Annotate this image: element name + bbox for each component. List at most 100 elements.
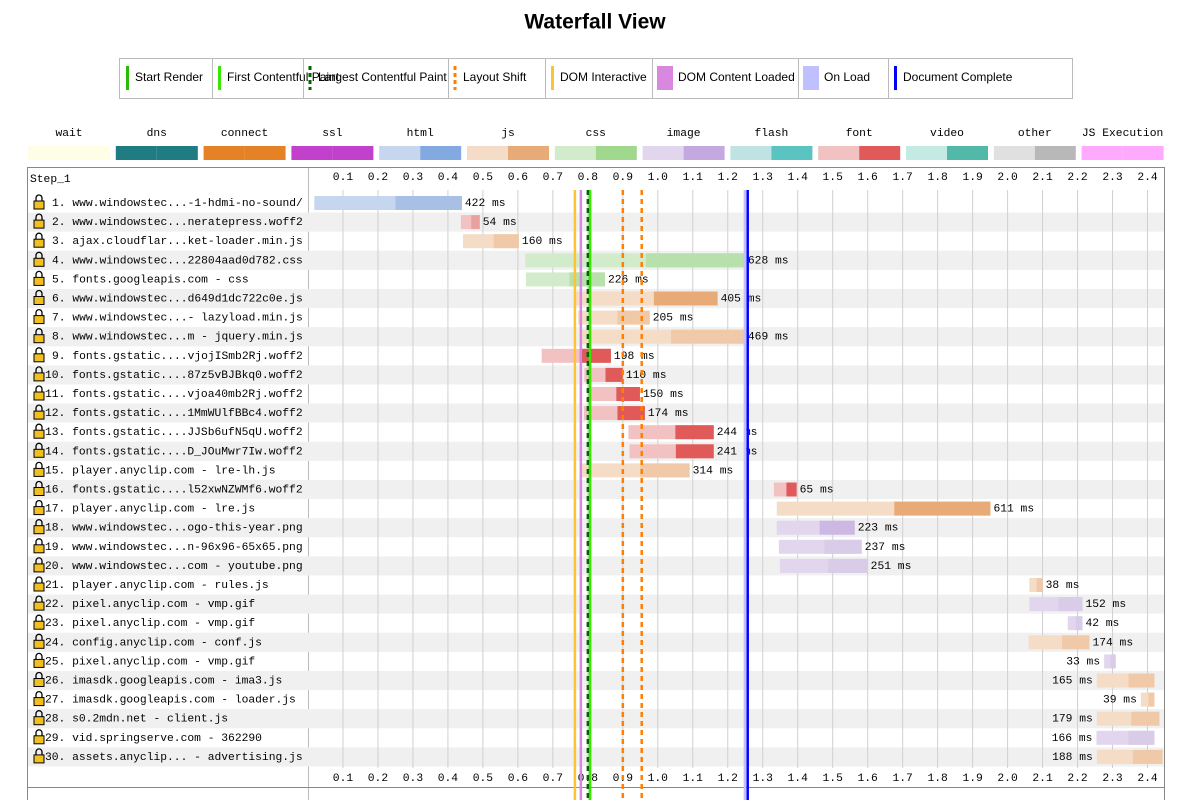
type-swatch: [1122, 146, 1164, 160]
x-tick-label-bottom: 1.8: [927, 773, 948, 785]
duration-label: 237 ms: [865, 542, 906, 554]
duration-label: 198 ms: [614, 351, 655, 363]
lock-shackle: [35, 289, 43, 297]
request-bar-download: [1132, 749, 1163, 764]
type-swatch: [1034, 146, 1076, 160]
request-label: 5. fonts.googleapis.com - css: [52, 274, 249, 286]
x-tick-label-bottom: 2.4: [1137, 773, 1158, 785]
request-label: 13. fonts.gstatic....JJSb6ufN5qU.woff2: [45, 427, 303, 439]
duration-label: 38 ms: [1046, 580, 1080, 592]
request-bar-download: [1128, 673, 1155, 688]
request-row: 12. fonts.gstatic....1MmWUlfBBc4.woff2 17…: [33, 404, 689, 421]
duration-label: 110 ms: [626, 370, 667, 382]
request-bar-download: [894, 501, 991, 516]
lock-body: [33, 735, 45, 745]
type-label: html: [407, 128, 434, 140]
lock-shackle: [35, 671, 43, 679]
request-row: 14. fonts.gstatic....D_JOuMwr7Iw.woff2 24…: [33, 442, 757, 459]
type-label: css: [586, 128, 606, 140]
legend-swatch: [894, 66, 897, 90]
request-bar-download: [569, 272, 605, 287]
legend-swatch: [803, 66, 819, 90]
lock-shackle: [35, 519, 43, 526]
request-label: 23. pixel.anyclip.com - vmp.gif: [45, 618, 255, 630]
lock-shackle: [35, 576, 43, 583]
legend-label: Document Complete: [903, 70, 1013, 84]
request-label: 10. fonts.gstatic....87z5vBJBkq0.woff2: [45, 370, 303, 382]
legend-swatch: [126, 66, 129, 90]
lock-shackle: [35, 691, 43, 698]
request-bar-download: [671, 329, 745, 344]
x-tick-label: 1.7: [892, 172, 912, 184]
duration-label: 405 ms: [721, 293, 762, 305]
lock-shackle: [35, 309, 43, 316]
x-tick-label: 1.5: [823, 172, 844, 184]
request-bar-download: [675, 425, 714, 440]
type-swatch: [859, 146, 901, 160]
x-tick-label: 1.8: [927, 172, 948, 184]
request-label: 21. player.anyclip.com - rules.js: [45, 580, 269, 592]
x-tick-label-bottom: 1.0: [648, 773, 669, 785]
lock-shackle: [35, 442, 43, 450]
request-bar-download: [471, 215, 480, 230]
request-row: 9. fonts.gstatic....vjojISmb2Rj.woff2 198…: [33, 347, 655, 363]
lock-body: [33, 448, 45, 458]
request-label: 22. pixel.anyclip.com - vmp.gif: [45, 599, 255, 611]
request-label: 28. s0.2mdn.net - client.js: [45, 714, 228, 726]
duration-label: 160 ms: [522, 236, 563, 248]
duration-label: 174 ms: [1092, 637, 1133, 649]
type-swatch: [291, 146, 333, 160]
request-label: 26. imasdk.googleapis.com - ima3.js: [45, 675, 282, 687]
waterfall-box: [27, 167, 1165, 800]
request-label: 16. fonts.gstatic....l52xwNZWMf6.woff2: [45, 484, 303, 496]
request-bar-download: [395, 196, 462, 210]
lock-body: [33, 716, 45, 726]
request-label: 2. www.windowstec...neratepress.woff2: [52, 217, 303, 229]
x-tick-label-bottom: 0.3: [403, 773, 424, 785]
x-tick-label: 1.6: [858, 172, 879, 184]
type-swatch: [156, 146, 198, 160]
type-label: flash: [754, 128, 788, 140]
request-bar-download: [1148, 692, 1155, 707]
x-tick-label-bottom: 2.0: [997, 773, 1018, 785]
x-tick-label: 1.2: [718, 172, 738, 184]
lock-body: [33, 467, 45, 477]
type-swatch: [28, 146, 69, 160]
type-swatch: [1081, 146, 1123, 160]
x-tick-label-bottom: 1.6: [858, 773, 879, 785]
request-bar-download: [1128, 730, 1155, 745]
x-tick-label: 2.1: [1032, 172, 1053, 184]
duration-label: 223 ms: [858, 523, 899, 535]
lock-body: [33, 754, 45, 764]
lock-shackle: [35, 633, 43, 641]
request-label: 29. vid.springserve.com - 362290: [45, 733, 262, 745]
type-label: other: [1018, 128, 1052, 140]
request-label: 20. www.windowstec...com - youtube.png: [45, 561, 303, 573]
lock-body: [33, 487, 45, 496]
x-tick-label: 0.3: [403, 172, 424, 184]
legend-label: DOM Content Loaded: [678, 70, 795, 84]
x-tick-label-bottom: 2.3: [1102, 773, 1123, 785]
x-tick-label: 0.4: [438, 172, 459, 184]
duration-label: 39 ms: [1103, 695, 1137, 707]
request-row: 10. fonts.gstatic....87z5vBJBkq0.woff2 11…: [33, 366, 667, 382]
request-bar-download: [617, 310, 650, 325]
lock-body: [33, 658, 45, 668]
duration-label: 65 ms: [800, 484, 834, 496]
lock-body: [33, 506, 45, 516]
duration-label: 188 ms: [1052, 752, 1093, 764]
duration-label: 314 ms: [693, 465, 734, 477]
request-row: 19. www.windowstec...n-96x96-65x65.png 23…: [33, 538, 906, 554]
lock-shackle: [35, 538, 43, 545]
lock-body: [33, 620, 45, 630]
lock-shackle: [35, 366, 43, 373]
lock-body: [33, 525, 45, 535]
duration-label: 166 ms: [1052, 733, 1093, 745]
lock-body: [33, 582, 45, 592]
row-stripe: [28, 747, 1164, 767]
type-swatch: [203, 146, 245, 160]
x-tick-label: 0.9: [613, 172, 633, 184]
request-bar-download: [1062, 635, 1090, 650]
x-tick-label: 2.3: [1102, 172, 1123, 184]
lock-body: [33, 238, 45, 248]
